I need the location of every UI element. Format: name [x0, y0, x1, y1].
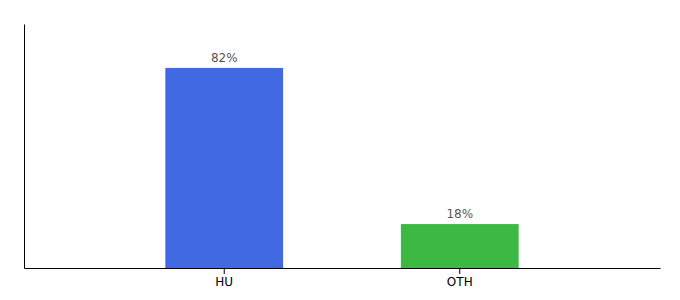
data-labels: 82% 18%: [211, 51, 473, 221]
bars: [165, 68, 518, 268]
x-axis: HU OTH: [25, 268, 661, 289]
plot: HU OTH 82% 18%: [25, 25, 661, 289]
bar: [165, 68, 283, 268]
x-tick-label: HU: [215, 275, 233, 289]
x-tick-mark: [459, 268, 460, 274]
y-axis-line: [24, 25, 25, 269]
bar: [401, 224, 519, 268]
x-axis-line: [25, 268, 661, 269]
data-label: 82%: [211, 51, 238, 65]
x-tick: HU: [215, 268, 233, 289]
data-label: 18%: [446, 207, 473, 221]
x-tick-mark: [224, 268, 225, 274]
x-tick-label: OTH: [447, 275, 473, 289]
chart-container: HU OTH 82% 18%: [0, 0, 680, 300]
chart-svg: HU OTH 82% 18%: [0, 0, 680, 300]
y-axis: [24, 25, 25, 269]
x-tick: OTH: [447, 268, 473, 289]
